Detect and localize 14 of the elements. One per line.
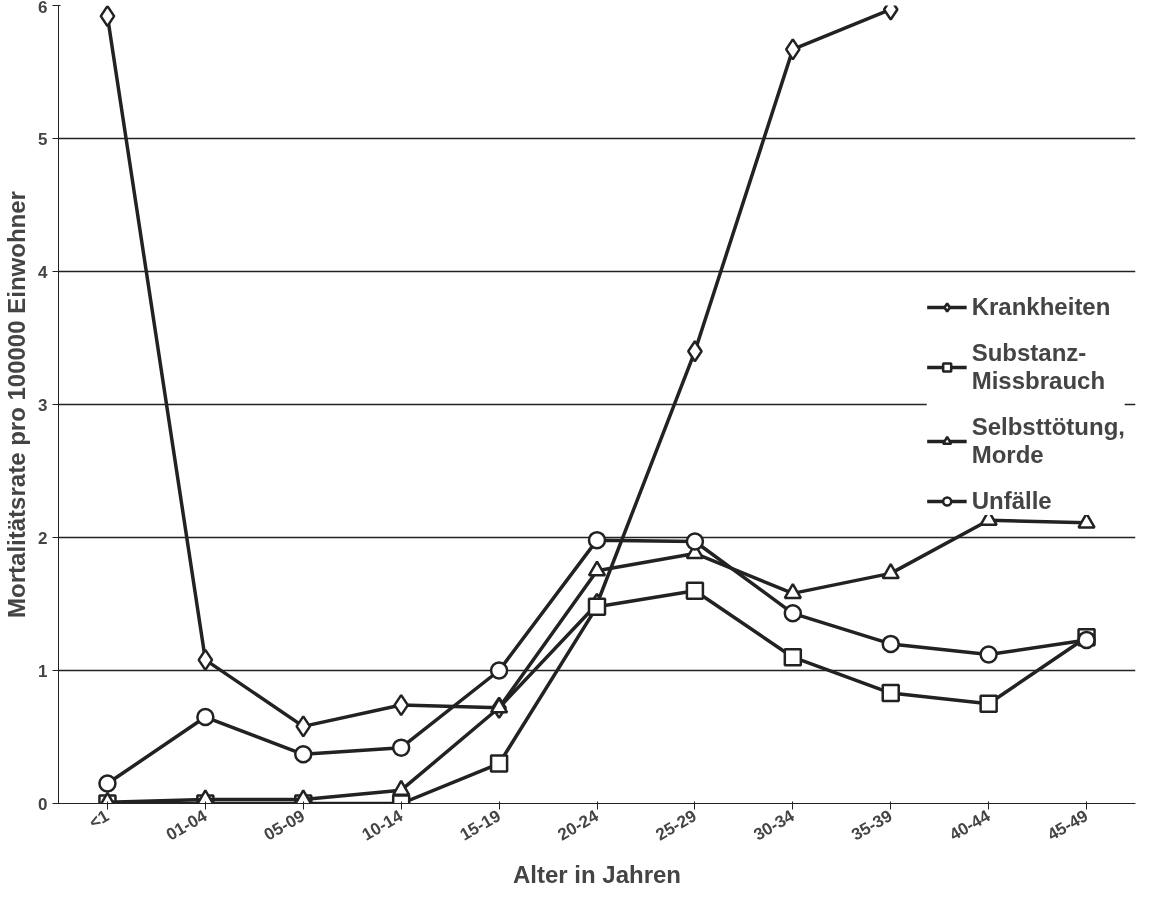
legend-label: Selbsttötung, Morde bbox=[971, 413, 1125, 469]
y-tick-label: 1 bbox=[38, 661, 48, 681]
legend-label: Krankheiten bbox=[971, 293, 1111, 321]
x-axis-title: Alter in Jahren bbox=[512, 860, 682, 888]
y-tick-label: 0 bbox=[38, 794, 48, 814]
legend-label: Substanz- Missbrauch bbox=[971, 339, 1106, 395]
y-tick-label: 6 bbox=[38, 0, 48, 17]
y-axis-title: Mortalitätsrate pro 100000 Einwohner bbox=[3, 191, 31, 618]
y-tick-label: 2 bbox=[38, 528, 48, 548]
y-tick-label: 3 bbox=[38, 395, 48, 415]
y-tick-label: 5 bbox=[38, 129, 48, 149]
x-tick-label: <1 bbox=[85, 806, 113, 833]
y-tick-label: 4 bbox=[38, 262, 49, 282]
legend-label: Unfälle bbox=[971, 487, 1052, 515]
